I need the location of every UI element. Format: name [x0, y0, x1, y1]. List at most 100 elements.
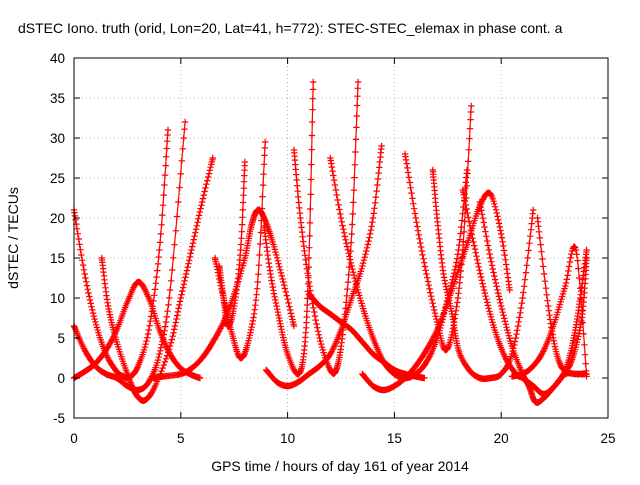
data-point	[281, 285, 289, 292]
data-point	[165, 301, 172, 309]
data-point	[310, 304, 317, 311]
data-point	[79, 257, 86, 264]
data-point	[185, 260, 192, 267]
data-point	[257, 229, 264, 236]
data-point	[331, 181, 339, 189]
data-point	[366, 234, 373, 241]
data-point	[434, 321, 441, 328]
data-point	[270, 290, 278, 297]
data-point	[416, 235, 423, 243]
y-tick-label: 10	[50, 291, 65, 306]
data-point	[478, 207, 485, 214]
data-point	[491, 276, 499, 283]
data-point	[237, 246, 244, 254]
data-point	[276, 263, 283, 270]
data-point	[86, 296, 94, 304]
data-point	[491, 200, 498, 207]
data-point	[193, 222, 200, 229]
data-point	[495, 216, 502, 224]
data-point	[344, 246, 352, 254]
data-point	[499, 309, 506, 316]
data-point	[498, 234, 506, 241]
data-point	[343, 243, 351, 250]
data-point	[303, 313, 310, 321]
data-point	[333, 191, 340, 199]
data-point	[198, 202, 205, 209]
data-point	[409, 195, 416, 202]
data-point	[184, 263, 191, 271]
data-point	[151, 292, 158, 299]
data-point	[334, 196, 341, 204]
data-point	[344, 285, 351, 293]
data-point	[520, 289, 527, 296]
plot-frame	[73, 57, 609, 419]
data-point	[501, 251, 508, 259]
data-point	[480, 219, 487, 226]
data-point	[83, 278, 90, 285]
data-point	[521, 283, 528, 290]
data-point	[305, 278, 313, 286]
data-point	[290, 322, 298, 330]
data-point	[462, 201, 469, 209]
data-point	[487, 254, 494, 262]
series-9	[290, 78, 362, 377]
data-point	[277, 266, 284, 273]
data-point	[500, 312, 507, 319]
data-point	[457, 267, 465, 275]
data-point	[154, 267, 161, 274]
data-point	[238, 221, 246, 228]
data-point	[407, 184, 414, 191]
series-19	[534, 214, 590, 374]
data-point	[254, 278, 261, 286]
data-point	[308, 161, 315, 168]
data-point	[353, 280, 360, 288]
data-point	[255, 262, 263, 269]
data-point	[497, 227, 504, 234]
data-point	[369, 219, 376, 226]
data-point	[353, 124, 360, 131]
data-point	[516, 314, 523, 321]
data-point	[256, 240, 264, 248]
data-point	[107, 339, 114, 346]
data-point	[443, 286, 450, 293]
data-point	[503, 324, 510, 331]
data-point	[81, 346, 88, 354]
data-point	[158, 221, 165, 228]
data-point	[458, 261, 465, 268]
data-point	[181, 277, 188, 285]
data-point	[261, 144, 269, 152]
data-point	[487, 313, 495, 321]
data-point	[91, 315, 98, 323]
data-point	[421, 263, 429, 270]
data-point	[272, 248, 279, 256]
data-point	[141, 284, 148, 292]
data-point	[307, 205, 314, 213]
data-point	[467, 116, 474, 123]
data-point	[493, 209, 500, 217]
data-point	[238, 235, 245, 242]
data-point	[536, 234, 543, 242]
data-point	[470, 238, 477, 246]
x-axis-label: GPS time / hours of day 161 of year 2014	[211, 458, 469, 474]
data-point	[341, 233, 348, 240]
data-point	[468, 102, 475, 110]
data-point	[306, 244, 313, 251]
series-line	[73, 129, 169, 379]
data-point	[563, 276, 570, 283]
data-point	[543, 291, 550, 298]
data-point	[239, 206, 246, 214]
series-15	[429, 166, 537, 382]
data-point	[303, 319, 310, 326]
data-point	[353, 283, 361, 291]
data-point	[163, 145, 170, 152]
data-point	[180, 281, 188, 288]
data-point	[167, 339, 175, 346]
data-point	[410, 200, 417, 207]
data-point	[189, 243, 196, 250]
data-point	[342, 236, 349, 243]
data-point	[420, 255, 427, 262]
data-point	[288, 313, 295, 320]
data-point	[572, 246, 580, 254]
data-point	[209, 154, 216, 162]
data-point	[303, 265, 311, 273]
